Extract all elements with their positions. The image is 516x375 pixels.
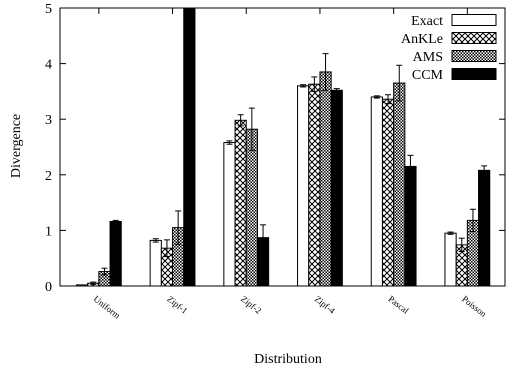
bar-ccm-poisson [478, 169, 491, 287]
bar-ankle-pascal [381, 98, 395, 287]
x-axis-title: Distribution [254, 352, 322, 367]
bar-exact-zipf-1 [149, 239, 162, 287]
y-tick-label: 3 [45, 113, 52, 128]
legend-label-ccm: CCM [412, 68, 444, 83]
bar-ccm-pascal [404, 165, 417, 287]
plot-area: 0 1 2 3 4 5 Uniform Zipf-1 Zipf-2 Zipf-4 Pascal Poi… [45, 2, 506, 321]
legend-label-exact: Exact [411, 14, 443, 29]
bar-ankle-zipf-2 [234, 119, 247, 287]
bar-ankle-zipf-4 [308, 83, 321, 287]
bar-ccm-zipf-1 [183, 7, 196, 287]
bar-ams-pascal [393, 82, 406, 287]
y-tick-label: 4 [45, 58, 52, 73]
bar-ccm-zipf-4 [330, 89, 343, 287]
y-axis-title: Divergence [9, 114, 24, 178]
legend-swatch-exact [451, 14, 497, 26]
y-tick-label: 2 [45, 169, 52, 184]
bar-exact-poisson [444, 232, 457, 287]
bar-exact-pascal [370, 96, 383, 287]
x-tick-label-uniform: Uniform [92, 294, 123, 321]
legend-label-ams: AMS [413, 50, 443, 65]
x-tick-label-zipf-1: Zipf-1 [165, 294, 189, 316]
x-tick-label-poisson: Poisson [460, 294, 489, 319]
bar-exact-zipf-2 [223, 142, 236, 287]
legend-label-ankle: AnKLe [401, 32, 443, 47]
x-tick-label-zipf-4: Zipf-4 [313, 294, 338, 316]
x-tick-label-zipf-2: Zipf-2 [239, 294, 263, 316]
x-tick-label-pascal: Pascal [386, 294, 411, 316]
y-tick-label: 1 [45, 224, 52, 239]
bar-ams-zipf-4 [319, 71, 332, 287]
y-tick-label: 0 [45, 280, 52, 295]
bar-ccm-uniform [109, 221, 122, 287]
bar-exact-zipf-4 [297, 85, 310, 287]
legend-swatch-ccm [451, 68, 497, 80]
plot-frame [59, 7, 506, 287]
y-tick-label: 5 [45, 2, 52, 17]
bar-ams-zipf-2 [245, 128, 258, 287]
bar-exact-uniform [75, 284, 89, 287]
legend-swatch-ams [451, 50, 497, 62]
legend-swatch-ankle [451, 32, 497, 44]
